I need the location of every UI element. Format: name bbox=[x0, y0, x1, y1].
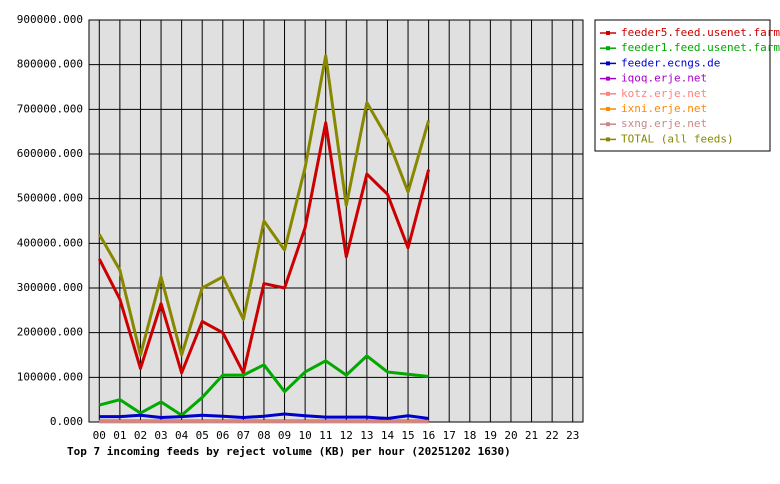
series-line bbox=[98, 354, 429, 417]
x-tick-label: 08 bbox=[257, 429, 270, 442]
plot-area bbox=[88, 19, 584, 423]
x-tick-label: 05 bbox=[196, 429, 209, 442]
x-tick-label: 01 bbox=[113, 429, 126, 442]
legend-label: kotz.erje.net bbox=[621, 87, 707, 100]
y-tick-label: 800000.000 bbox=[17, 58, 83, 71]
legend-marker bbox=[606, 76, 610, 81]
legend-label: iqoq.erje.net bbox=[621, 72, 707, 85]
x-tick-label: 12 bbox=[340, 429, 353, 442]
legend-label: sxng.erje.net bbox=[621, 117, 707, 130]
legend-box bbox=[594, 19, 771, 152]
y-tick-label: 300000.000 bbox=[17, 281, 83, 294]
legend-marker bbox=[606, 122, 610, 127]
series-line bbox=[99, 412, 429, 420]
legend-marker bbox=[606, 31, 610, 35]
x-tick-label: 00 bbox=[93, 429, 106, 442]
legend-label: TOTAL (all feeds) bbox=[621, 132, 734, 145]
y-tick-label: 400000.000 bbox=[17, 236, 83, 249]
x-tick-label: 09 bbox=[278, 429, 291, 442]
y-tick-label: 0.000 bbox=[50, 415, 83, 428]
legend-marker bbox=[606, 46, 610, 51]
x-tick-label: 11 bbox=[319, 429, 332, 442]
legend-label: feeder1.feed.usenet.farm bbox=[621, 41, 780, 54]
chart-title: Top 7 incoming feeds by reject volume (K… bbox=[67, 445, 511, 458]
x-tick-label: 20 bbox=[504, 429, 517, 442]
legend-marker bbox=[606, 91, 610, 96]
x-tick-label: 18 bbox=[463, 429, 476, 442]
legend-marker bbox=[606, 107, 610, 111]
x-tick-label: 02 bbox=[134, 429, 147, 442]
x-tick-label: 07 bbox=[237, 429, 250, 442]
y-tick-label: 700000.000 bbox=[17, 102, 83, 115]
x-tick-label: 17 bbox=[443, 429, 456, 442]
y-tick-label: 600000.000 bbox=[17, 147, 83, 160]
legend-marker bbox=[606, 61, 610, 66]
x-tick-label: 21 bbox=[525, 429, 538, 442]
x-tick-label: 15 bbox=[401, 429, 414, 442]
y-tick-label: 500000.000 bbox=[17, 192, 83, 205]
legend-label: feeder.ecngs.de bbox=[621, 56, 720, 69]
x-tick-label: 06 bbox=[216, 429, 229, 442]
legend-marker bbox=[606, 137, 610, 142]
legend-label: feeder5.feed.usenet.farm bbox=[621, 26, 780, 39]
x-tick-label: 03 bbox=[154, 429, 167, 442]
y-tick-label: 200000.000 bbox=[17, 326, 83, 339]
x-tick-label: 22 bbox=[546, 429, 559, 442]
x-tick-label: 14 bbox=[381, 429, 395, 442]
x-tick-label: 13 bbox=[360, 429, 373, 442]
series-line bbox=[97, 121, 431, 375]
y-tick-label: 100000.000 bbox=[17, 370, 83, 383]
x-tick-label: 19 bbox=[484, 429, 497, 442]
y-tick-label: 900000.000 bbox=[17, 13, 83, 26]
x-tick-label: 10 bbox=[299, 429, 312, 442]
x-tick-label: 04 bbox=[175, 429, 189, 442]
x-tick-label: 23 bbox=[566, 429, 579, 442]
legend-label: ixni.erje.net bbox=[621, 102, 707, 115]
series-line bbox=[97, 54, 431, 357]
x-tick-label: 16 bbox=[422, 429, 435, 442]
